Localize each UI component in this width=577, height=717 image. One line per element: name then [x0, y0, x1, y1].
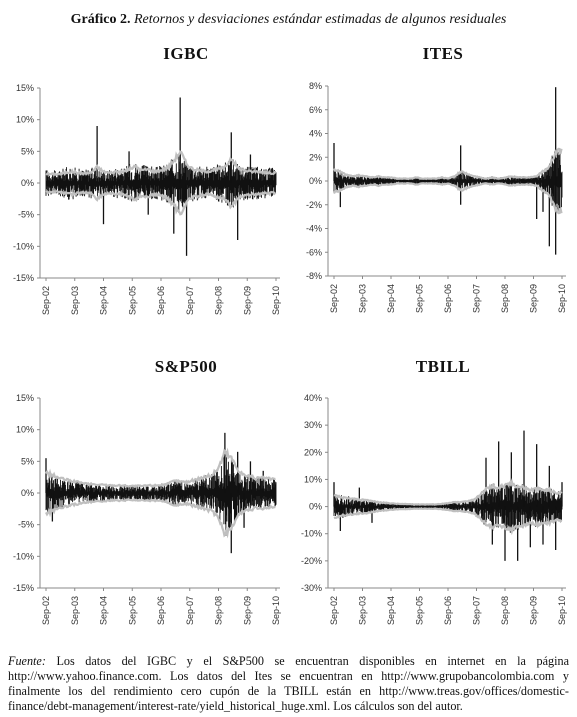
x-tick-label: Sep-07	[472, 596, 482, 625]
y-tick-label: 0%	[21, 178, 34, 188]
std-dev-upper	[45, 150, 277, 177]
x-tick-label: Sep-05	[415, 284, 425, 313]
y-tick-label: -6%	[306, 247, 322, 257]
y-tick-label: 8%	[309, 81, 322, 91]
x-tick-label: Sep-10	[271, 286, 281, 315]
x-tick-label: Sep-03	[70, 596, 80, 625]
y-tick-label: 40%	[304, 393, 322, 403]
returns-series	[45, 152, 277, 213]
x-tick-label: Sep-06	[156, 286, 166, 315]
x-tick-label: Sep-08	[214, 286, 224, 315]
y-tick-label: -4%	[306, 224, 322, 234]
y-tick-label: 30%	[304, 420, 322, 430]
std-dev-upper	[333, 478, 563, 506]
x-tick-label: Sep-10	[271, 596, 281, 625]
figure-title: Gráfico 2. Retornos y desviaciones están…	[0, 12, 577, 28]
x-tick-label: Sep-03	[70, 286, 80, 315]
x-tick-label: Sep-06	[443, 596, 453, 625]
y-tick-label: 15%	[16, 83, 34, 93]
returns-series	[333, 149, 563, 214]
x-tick-label: Sep-05	[415, 596, 425, 625]
footnote: Fuente: Los datos del IGBC y el S&P500 s…	[8, 654, 569, 714]
y-tick-label: -30%	[301, 583, 322, 593]
x-tick-label: Sep-08	[214, 596, 224, 625]
x-tick-label: Sep-06	[156, 596, 166, 625]
x-tick-label: Sep-02	[41, 596, 51, 625]
x-tick-label: Sep-07	[185, 596, 195, 625]
std-dev-lower	[333, 507, 563, 536]
x-tick-label: Sep-04	[386, 596, 396, 625]
chart-ites: 8% 6% 4% 2% 0% -2% -4% -6% -8% Sep-02 Sep-03 Sep-04…	[306, 81, 567, 313]
y-tick-label: 5%	[21, 456, 34, 466]
x-tick-label: Sep-05	[127, 596, 137, 625]
y-tick-label: 20%	[304, 447, 322, 457]
y-tick-label: 4%	[309, 129, 322, 139]
figure-label: Gráfico 2.	[70, 12, 131, 27]
y-tick-label: -5%	[18, 520, 34, 530]
figure-caption: Retornos y desviaciones estándar estimad…	[133, 12, 507, 27]
y-tick-label: 15%	[16, 393, 34, 403]
std-dev-lower	[45, 189, 277, 216]
y-tick-label: 6%	[309, 105, 322, 115]
x-tick-label: Sep-02	[329, 284, 339, 313]
x-tick-label: Sep-02	[41, 286, 51, 315]
x-tick-label: Sep-09	[242, 286, 252, 315]
x-tick-label: Sep-08	[500, 284, 510, 313]
panel-title-igbc: IGBC	[163, 44, 209, 63]
footnote-text: Los datos del IGBC y el S&P500 se encuen…	[8, 654, 570, 713]
chart-tbill: 40% 30% 20% 10% 0% -10% -20% -30% Sep-02 Sep-03 Se…	[301, 393, 567, 625]
y-tick-label: 5%	[21, 146, 34, 156]
panel-title-ites: ITES	[422, 44, 464, 63]
panel-title-tbill: TBILL	[415, 357, 471, 376]
x-tick-label: Sep-09	[242, 596, 252, 625]
y-tick-label: 10%	[16, 425, 34, 435]
std-dev-lower	[333, 182, 563, 215]
returns-series	[45, 452, 277, 536]
x-tick-label: Sep-10	[557, 284, 567, 313]
y-tick-label: -8%	[306, 271, 322, 281]
y-tick-label: 2%	[309, 152, 322, 162]
x-tick-label: Sep-02	[329, 596, 339, 625]
x-tick-label: Sep-06	[443, 284, 453, 313]
y-tick-label: 0%	[309, 176, 322, 186]
y-tick-label: -20%	[301, 556, 322, 566]
y-tick-label: -5%	[18, 210, 34, 220]
x-tick-label: Sep-10	[557, 596, 567, 625]
y-tick-label: -2%	[306, 200, 322, 210]
std-dev-upper	[45, 447, 276, 488]
x-tick-label: Sep-04	[99, 596, 109, 625]
y-tick-label: -10%	[13, 241, 34, 251]
x-tick-label: Sep-08	[500, 596, 510, 625]
y-tick-label: -10%	[301, 529, 322, 539]
x-tick-label: Sep-09	[529, 596, 539, 625]
y-tick-label: 10%	[16, 115, 34, 125]
y-tick-label: -15%	[13, 583, 34, 593]
footnote-label: Fuente:	[8, 654, 46, 668]
y-tick-label: 0%	[21, 488, 34, 498]
std-dev-lower	[45, 498, 276, 539]
y-tick-label: -15%	[13, 273, 34, 283]
x-tick-label: Sep-07	[185, 286, 195, 315]
y-tick-label: -10%	[13, 551, 34, 561]
x-tick-label: Sep-03	[358, 284, 368, 313]
x-tick-label: Sep-03	[358, 596, 368, 625]
std-dev-upper	[333, 147, 563, 180]
chart-igbc: 15% 10% 5% 0% -5% -10% -15% Sep-02 Sep-03 Sep-04 S…	[13, 83, 281, 315]
x-tick-label: Sep-09	[529, 284, 539, 313]
x-tick-label: Sep-07	[472, 284, 482, 313]
x-tick-label: Sep-05	[127, 286, 137, 315]
x-tick-label: Sep-04	[386, 284, 396, 313]
chart-sp500: 15% 10% 5% 0% -5% -10% -15% Sep-02 Sep-03 Sep-04 S…	[13, 393, 281, 625]
panel-title-sp500: S&P500	[154, 357, 218, 376]
x-tick-label: Sep-04	[99, 286, 109, 315]
y-tick-label: 10%	[304, 474, 322, 484]
y-tick-label: 0%	[309, 502, 322, 512]
